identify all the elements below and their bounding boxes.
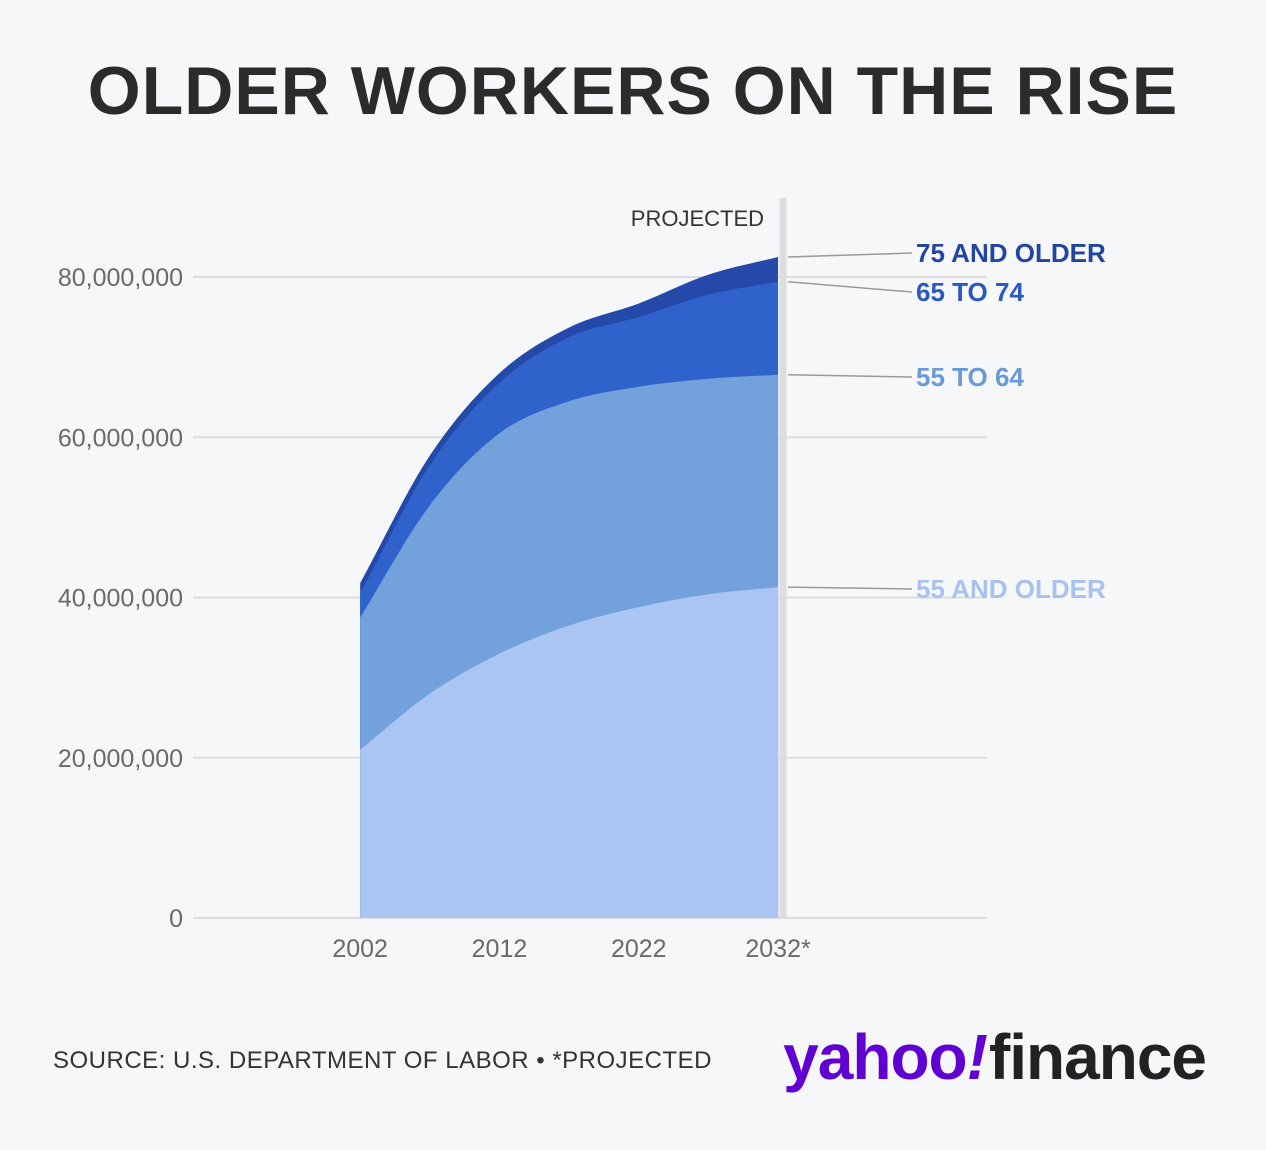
leader-line xyxy=(787,281,913,293)
logo-yahoo-text: yahoo xyxy=(783,1021,967,1093)
y-tick-label: 60,000,000 xyxy=(58,424,183,452)
leader-line xyxy=(788,252,913,258)
y-tick-label: 20,000,000 xyxy=(58,745,183,773)
leader-line xyxy=(788,586,913,590)
leader-line xyxy=(788,374,913,378)
logo-finance-text: finance xyxy=(988,1021,1207,1093)
x-tick-label: 2032* xyxy=(745,935,811,963)
y-tick-label: 80,000,000 xyxy=(58,264,183,292)
logo-bang-text: ! xyxy=(966,1021,988,1093)
x-tick-label: 2012 xyxy=(472,935,528,963)
area-55-and-older xyxy=(360,587,779,918)
x-tick-label: 2022 xyxy=(611,935,667,963)
y-tick-label: 0 xyxy=(169,905,183,933)
series-label: 55 AND OLDER xyxy=(916,574,1106,604)
series-label: 65 TO 74 xyxy=(916,277,1024,307)
source-note: SOURCE: U.S. DEPARTMENT OF LABOR • *PROJ… xyxy=(53,1047,713,1074)
series-label: 75 AND OLDER xyxy=(916,238,1106,268)
y-tick-label: 40,000,000 xyxy=(58,585,183,613)
projected-label: PROJECTED xyxy=(631,206,764,231)
chart-title: OLDER WORKERS ON THE RISE xyxy=(87,53,1179,129)
series-label: 55 TO 64 xyxy=(916,362,1024,392)
yahoo-finance-logo: yahoo! finance xyxy=(783,1020,1207,1094)
x-tick-label: 2002 xyxy=(332,935,388,963)
